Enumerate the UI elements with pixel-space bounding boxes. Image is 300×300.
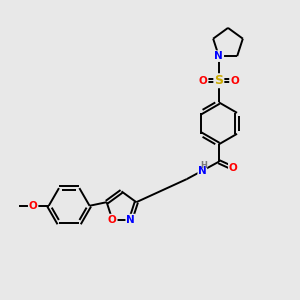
Text: H: H (200, 161, 207, 170)
Text: N: N (214, 51, 223, 61)
Text: N: N (198, 166, 207, 176)
Text: O: O (108, 214, 117, 225)
Text: O: O (229, 163, 238, 173)
Text: O: O (199, 76, 208, 86)
Text: N: N (126, 214, 135, 225)
Text: S: S (214, 74, 223, 87)
Text: O: O (230, 76, 239, 86)
Text: O: O (29, 201, 38, 211)
